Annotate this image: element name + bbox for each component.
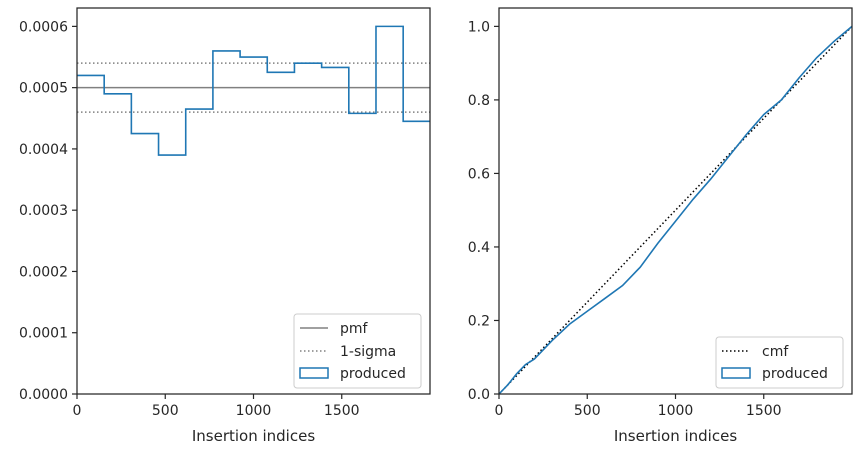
legend-produced-label: produced — [340, 366, 406, 382]
y-tick-label: 0.0002 — [19, 264, 68, 280]
y-tick-label: 0.8 — [468, 93, 490, 109]
pmf-histogram-panel: 0 500 1000 1500 0.00000.00010.00020.00030.0… — [19, 7, 431, 445]
legend-1-sigma-label: 1-sigma — [340, 344, 396, 360]
cmf-y-ticks: 0.0 0.2 0.4 0.6 0.8 1.0 — [468, 19, 499, 403]
pmf-x-axis-label: Insertion indices — [192, 427, 315, 445]
x-tick-label: 1500 — [746, 403, 782, 419]
x-tick-label: 1500 — [324, 403, 360, 419]
pmf-legend-box — [293, 313, 422, 389]
legend-produced-swatch — [721, 367, 751, 379]
series-produced — [77, 25, 430, 156]
legend-cmf-label: cmf — [762, 344, 789, 360]
x-tick-label: 500 — [152, 403, 179, 419]
y-tick-label: 0.4 — [468, 240, 490, 256]
legend-produced-label: produced — [762, 366, 828, 382]
x-tick-label: 500 — [574, 403, 601, 419]
y-tick-label: 0.2 — [468, 313, 490, 329]
y-tick-label: 0.0005 — [19, 81, 68, 97]
x-tick-label: 0 — [495, 403, 504, 419]
pmf-x-ticks: 0 500 1000 1500 — [73, 394, 360, 419]
x-tick-label: 1000 — [236, 403, 272, 419]
legend-produced-swatch — [299, 367, 329, 379]
legend-pmf-label: pmf — [340, 321, 369, 337]
y-tick-label: 1.0 — [468, 19, 490, 35]
y-tick-label: 0.0004 — [19, 142, 68, 158]
y-tick-label: 0.0003 — [19, 203, 68, 219]
cmf-legend-box — [715, 336, 844, 389]
series-cmf — [498, 25, 853, 395]
pmf-plot-area — [77, 25, 430, 156]
y-tick-label: 0.0001 — [19, 326, 68, 342]
pmf-legend: pmf 1-sigma produced — [293, 313, 422, 389]
x-tick-label: 1000 — [658, 403, 694, 419]
cmf-plot-area — [498, 25, 853, 395]
y-tick-label: 0.6 — [468, 166, 490, 182]
pmf-y-ticks: 0.0000 0.0001 0.0002 0.0003 0.0004 0.0005 0.00… — [19, 19, 77, 403]
cmf-panel: 0 500 1000 1500 0.0 0.2 0.4 0.6 0.8 1.0 Insertio… — [468, 7, 853, 445]
cmf-axes-frame — [498, 7, 853, 395]
y-tick-label: 0.0006 — [19, 19, 68, 35]
series-produced — [498, 25, 853, 395]
y-tick-label: 0.0 — [468, 387, 490, 403]
y-tick-label: 0.0000 — [19, 387, 68, 403]
cmf-x-ticks: 0 500 1000 1500 — [495, 394, 782, 419]
cmf-x-axis-label: Insertion indices — [614, 427, 737, 445]
cmf-legend: cmf produced — [715, 336, 844, 389]
x-tick-label: 0 — [73, 403, 82, 419]
